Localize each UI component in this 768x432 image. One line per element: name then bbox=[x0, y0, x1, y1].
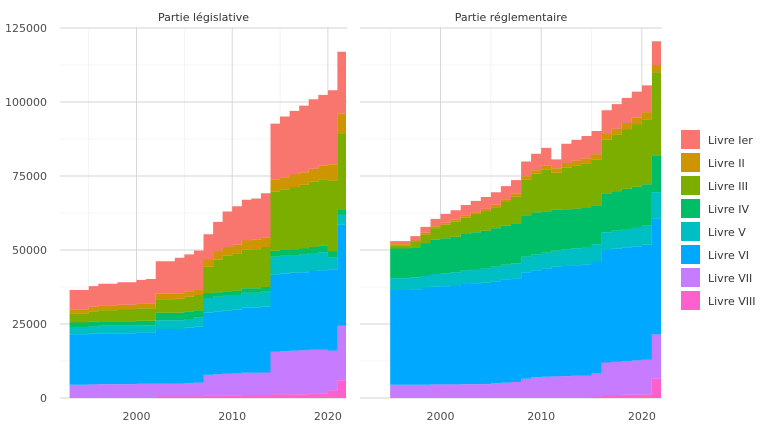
area-series-livre-viii bbox=[69, 380, 346, 398]
legend-swatch bbox=[681, 130, 700, 149]
legend-item: Livre VIII bbox=[681, 291, 756, 310]
legend-item: Livre V bbox=[681, 222, 746, 241]
area-series-livre-vii bbox=[390, 334, 661, 398]
facet-panel: Partie législative 2000 2010 2020 bbox=[60, 6, 347, 423]
legend-item: Livre VI bbox=[681, 245, 749, 264]
area-series-livre-v bbox=[390, 192, 661, 290]
area-series-livre-v bbox=[69, 214, 346, 335]
legend-label: Livre IV bbox=[708, 203, 749, 216]
legend-label: Livre V bbox=[708, 226, 746, 239]
area-series-livre-vi bbox=[390, 218, 661, 385]
legend-swatch bbox=[681, 176, 700, 195]
legend-label: Livre II bbox=[708, 157, 745, 170]
x-tick-label: 2000 bbox=[427, 410, 455, 423]
x-tick-label: 2020 bbox=[314, 410, 342, 423]
area-series-livre-iii bbox=[390, 72, 661, 249]
legend-item: Livre Ier bbox=[681, 130, 753, 149]
chart-legend: Livre Ier Livre II Livre III Livre IV Livre … bbox=[681, 130, 756, 310]
legend-item: Livre VII bbox=[681, 268, 752, 287]
legend-item: Livre IV bbox=[681, 199, 749, 218]
facet-title: Partie réglementaire bbox=[455, 11, 568, 24]
y-tick-label: 25000 bbox=[12, 318, 47, 331]
area-series-livre-vii bbox=[69, 325, 346, 398]
legend-label: Livre Ier bbox=[708, 134, 753, 147]
facet-strip bbox=[60, 6, 347, 28]
x-tick-label: 2000 bbox=[123, 410, 151, 423]
area-series-livre-iv bbox=[390, 155, 661, 279]
y-tick-label: 100000 bbox=[5, 96, 47, 109]
legend-label: Livre VIII bbox=[708, 295, 756, 308]
y-tick-label: 50000 bbox=[12, 244, 47, 257]
area-series-livre-iii bbox=[69, 133, 346, 323]
legend-swatch bbox=[681, 222, 700, 241]
chart-panels: 0 25000 50000 75000 100000 125000 Partie légis… bbox=[5, 6, 662, 423]
facet-strip bbox=[360, 6, 662, 28]
legend-swatch bbox=[681, 153, 700, 172]
x-tick-label: 2010 bbox=[527, 410, 555, 423]
y-tick-label: 0 bbox=[40, 392, 47, 405]
legend-label: Livre III bbox=[708, 180, 748, 193]
legend-label: Livre VI bbox=[708, 249, 749, 262]
y-tick-label: 75000 bbox=[12, 170, 47, 183]
legend-item: Livre II bbox=[681, 153, 745, 172]
area-series-livre-ier bbox=[69, 51, 346, 310]
facet-title: Partie législative bbox=[158, 11, 249, 24]
area-series-livre-vi bbox=[69, 224, 346, 385]
legend-swatch bbox=[681, 199, 700, 218]
y-tick-label: 125000 bbox=[5, 22, 47, 35]
legend-swatch bbox=[681, 268, 700, 287]
facet-panel: Partie réglementaire 2000 2010 2020 bbox=[360, 6, 662, 423]
x-tick-label: 2010 bbox=[218, 410, 246, 423]
legend-swatch bbox=[681, 291, 700, 310]
legend-swatch bbox=[681, 245, 700, 264]
x-tick-label: 2020 bbox=[628, 410, 656, 423]
area-series-livre-viii bbox=[390, 378, 661, 398]
legend-item: Livre III bbox=[681, 176, 748, 195]
legend-label: Livre VII bbox=[708, 272, 752, 285]
